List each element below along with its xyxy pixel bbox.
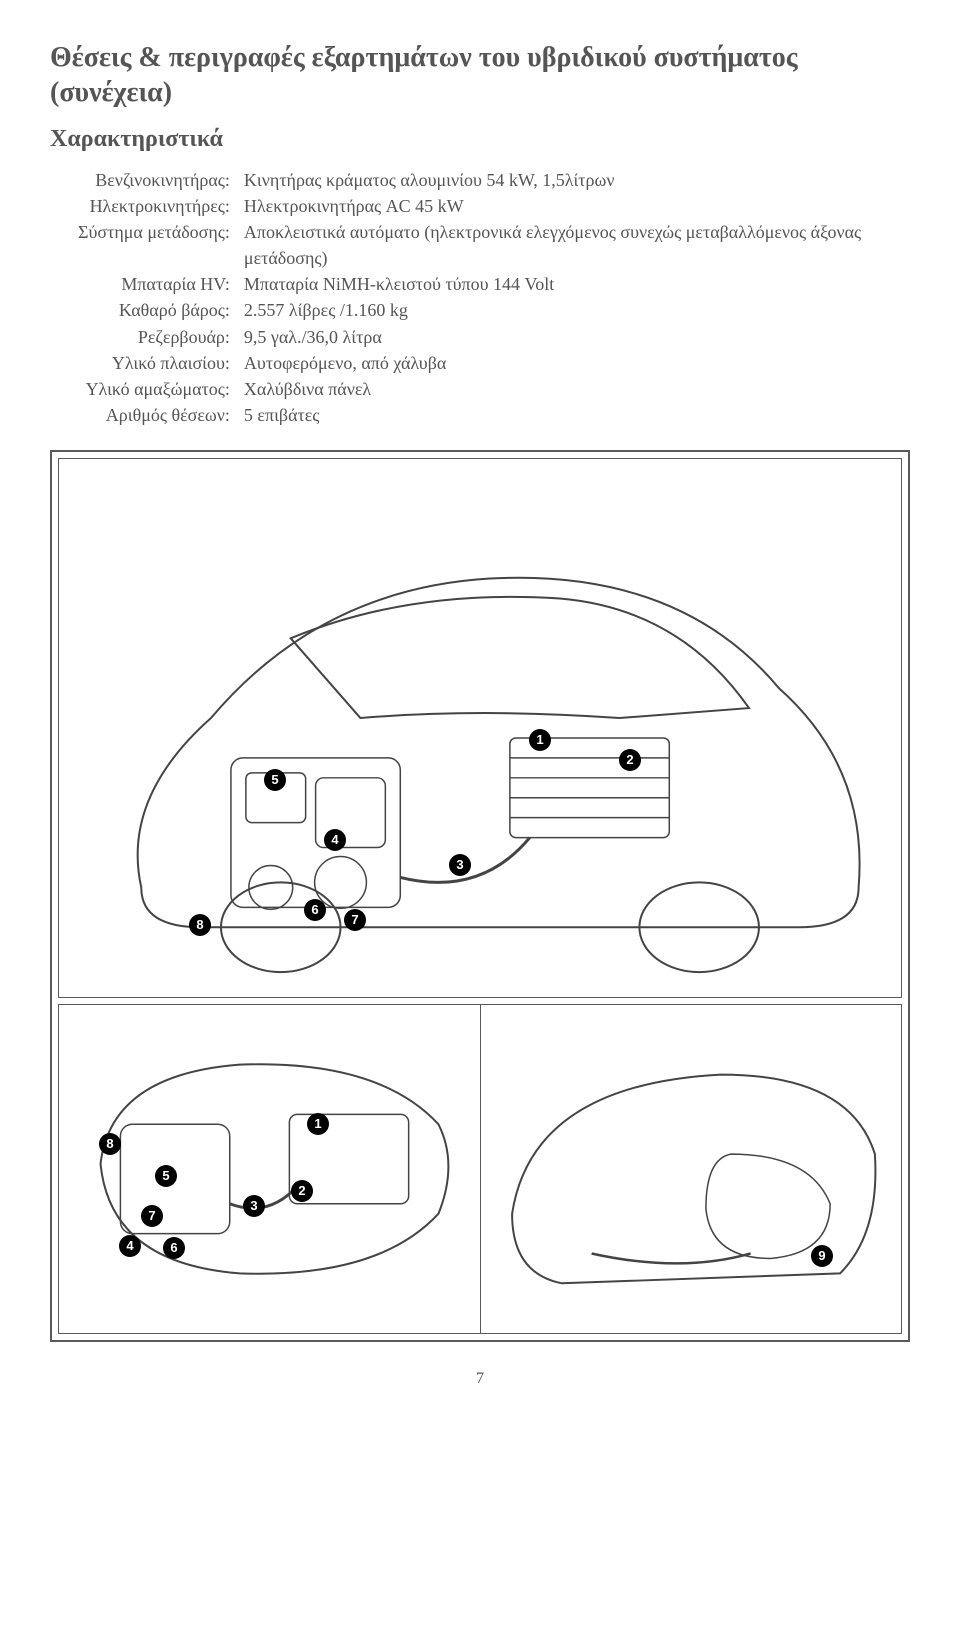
callout-4: 4	[324, 829, 346, 851]
spec-label: Ηλεκτροκινητήρες:	[78, 193, 244, 219]
spec-label: Υλικό πλαισίου:	[78, 350, 244, 376]
spec-label: Καθαρό βάρος:	[78, 297, 244, 323]
spec-value: Μπαταρία NiMH-κλειστού τύπου 144 Volt	[244, 271, 910, 297]
diagram-side-view: 1 2 3 4 5 67 8	[58, 458, 902, 998]
callout-2: 2	[619, 749, 641, 771]
callout-5: 5	[155, 1165, 177, 1187]
callout-3: 3	[243, 1195, 265, 1217]
figure-frame: 12345678 12345678 9	[50, 450, 910, 1342]
spec-label: Ρεζερβουάρ:	[78, 324, 244, 350]
title-line-2: (συνέχεια)	[50, 77, 172, 108]
callout-4: 4	[119, 1235, 141, 1257]
callout-7: 7	[344, 909, 366, 931]
page-title: Θέσεις & περιγραφές εξαρτημάτων του υβρι…	[50, 40, 910, 110]
spec-row: Ρεζερβουάρ:9,5 γαλ./36,0 λίτρα	[78, 324, 910, 350]
callout-3: 3	[449, 854, 471, 876]
spec-row: Βενζινοκινητήρας:Κινητήρας κράματος αλου…	[78, 167, 910, 193]
callout-8: 8	[99, 1133, 121, 1155]
spec-value: Αυτοφερόμενο, από χάλυβα	[244, 350, 910, 376]
spec-value: Αποκλειστικά αυτόματο (ηλεκτρονικά ελεγχ…	[244, 219, 910, 271]
spec-value: 5 επιβάτες	[244, 402, 910, 428]
section-subtitle: Χαρακτηριστικά	[50, 126, 910, 153]
spec-value: 2.557 λίβρες /1.160 kg	[244, 297, 910, 323]
callout-5: 5	[264, 769, 286, 791]
diagram-rear-underside: 9	[480, 1005, 901, 1333]
callout-1: 1	[529, 729, 551, 751]
car-rear-svg	[481, 1005, 901, 1333]
spec-label: Σύστημα μετάδοσης:	[78, 219, 244, 271]
spec-row: Μπαταρία HV:Μπαταρία NiMH-κλειστού τύπου…	[78, 271, 910, 297]
spec-row: Καθαρό βάρος:2.557 λίβρες /1.160 kg	[78, 297, 910, 323]
spec-label: Υλικό αμαξώματος:	[78, 376, 244, 402]
callout-6: 6	[163, 1237, 185, 1259]
callout-1: 1	[307, 1113, 329, 1135]
spec-label: Βενζινοκινητήρας:	[78, 167, 244, 193]
spec-row: Αριθμός θέσεων:5 επιβάτες	[78, 402, 910, 428]
spec-value: 9,5 γαλ./36,0 λίτρα	[244, 324, 910, 350]
spec-value: Ηλεκτροκινητήρας AC 45 kW	[244, 193, 910, 219]
callout-2: 2	[291, 1180, 313, 1202]
spec-row: Σύστημα μετάδοσης:Αποκλειστικά αυτόματο …	[78, 219, 910, 271]
page-number: 7	[50, 1370, 910, 1388]
spec-row: Ηλεκτροκινητήρες:Ηλεκτροκινητήρας AC 45 …	[78, 193, 910, 219]
car-top-svg	[59, 1005, 480, 1333]
callout-8: 8	[189, 914, 211, 936]
title-line-1: Θέσεις & περιγραφές εξαρτημάτων του υβρι…	[50, 42, 798, 73]
diagram-top-down: 1 2 3 4 5 67 8	[59, 1005, 480, 1333]
spec-table: Βενζινοκινητήρας:Κινητήρας κράματος αλου…	[78, 167, 910, 428]
diagram-bottom-row: 1 2 3 4 5 67 8 9	[58, 1004, 902, 1334]
spec-row: Υλικό αμαξώματος:Χαλύβδινα πάνελ	[78, 376, 910, 402]
spec-value: Χαλύβδινα πάνελ	[244, 376, 910, 402]
spec-label: Μπαταρία HV:	[78, 271, 244, 297]
spec-row: Υλικό πλαισίου:Αυτοφερόμενο, από χάλυβα	[78, 350, 910, 376]
car-side-svg	[59, 459, 901, 997]
callout-6: 6	[304, 899, 326, 921]
spec-value: Κινητήρας κράματος αλουμινίου 54 kW, 1,5…	[244, 167, 910, 193]
spec-label: Αριθμός θέσεων:	[78, 402, 244, 428]
callout-9: 9	[811, 1245, 833, 1267]
callout-7: 7	[141, 1205, 163, 1227]
